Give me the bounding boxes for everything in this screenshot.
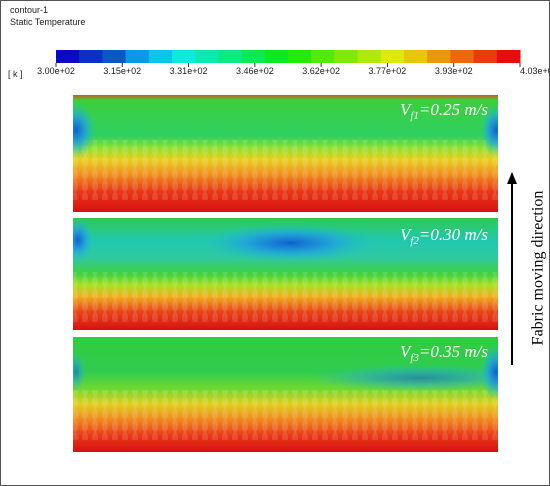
colorbar-segment bbox=[427, 50, 451, 63]
colorbar-segment bbox=[311, 50, 335, 63]
colorbar-tick-label: 3.46e+02 bbox=[236, 66, 274, 76]
colorbar-tick-label: 3.31e+02 bbox=[170, 66, 208, 76]
colorbar-tick-label: 3.00e+02 bbox=[37, 66, 75, 76]
colorbar-segment bbox=[288, 50, 312, 63]
colorbar-tick-label: 3.62e+02 bbox=[302, 66, 340, 76]
colorbar-segment bbox=[496, 50, 521, 63]
contour-panel bbox=[73, 218, 498, 330]
colorbar-segment bbox=[241, 50, 266, 63]
colorbar-segment bbox=[380, 50, 405, 63]
colorbar-segment bbox=[264, 50, 289, 63]
contour-panel bbox=[73, 95, 498, 212]
contour-panel bbox=[73, 337, 498, 452]
colorbar-segment bbox=[195, 50, 219, 63]
unit: [ k ] bbox=[8, 69, 23, 79]
subtitle: Static Temperature bbox=[10, 17, 85, 27]
colorbar-segment bbox=[473, 50, 498, 63]
colorbar-segment bbox=[102, 50, 127, 63]
colorbar-segment bbox=[125, 50, 150, 63]
colorbar-segment bbox=[334, 50, 359, 63]
colorbar-segment bbox=[56, 50, 80, 63]
colorbar-segment bbox=[404, 50, 428, 63]
panel-label: Vf2=0.30 m/s bbox=[400, 225, 488, 247]
colorbar-segment bbox=[357, 50, 382, 63]
arrow-label: Fabric moving direction bbox=[530, 191, 547, 346]
colorbar: 3.00e+02 3.15e+02 3.31e+02 3.46e+02 3.62e+02… bbox=[37, 50, 550, 76]
colorbar-segment bbox=[148, 50, 173, 63]
colorbar-tick-label: 4.03e+02 bbox=[520, 66, 550, 76]
colorbar-segment bbox=[79, 50, 103, 63]
colorbar-segment bbox=[172, 50, 196, 63]
colorbar-tick-label: 3.15e+02 bbox=[103, 66, 141, 76]
arrow-head bbox=[507, 172, 517, 184]
title: contour-1 bbox=[10, 5, 48, 15]
colorbar-tick-label: 3.93e+02 bbox=[435, 66, 473, 76]
panel-label: Vf1=0.25 m/s bbox=[400, 100, 488, 122]
panel-label: Vf3=0.35 m/s bbox=[400, 342, 488, 364]
colorbar-segment bbox=[218, 50, 243, 63]
colorbar-segment bbox=[450, 50, 475, 63]
colorbar-tick-label: 3.77e+02 bbox=[369, 66, 407, 76]
